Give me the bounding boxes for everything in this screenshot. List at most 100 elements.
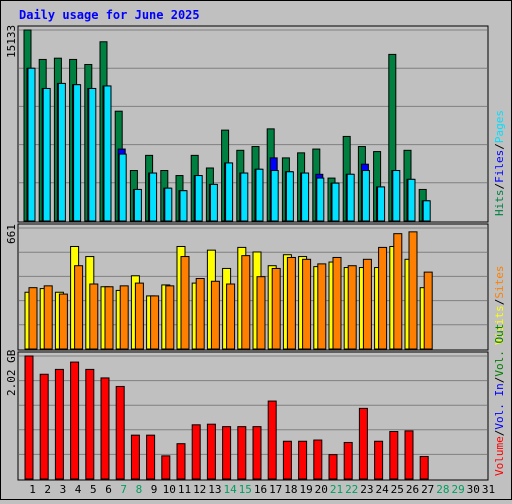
pages-bar [301,172,310,222]
volume-bar [146,434,156,480]
pages-bar [316,177,325,222]
pages-bar [422,200,431,222]
sites-bar [28,287,38,350]
x-tick-label: 3 [60,483,67,496]
pages-bar [88,87,97,222]
volume-bar [176,443,186,480]
sites-bar [119,285,129,350]
pages-bar [392,170,401,222]
sites-bar [302,258,312,350]
pages-bar [407,178,416,222]
volume-bar [343,441,353,480]
pages-bar [27,67,36,222]
x-tick-label: 4 [75,483,82,496]
hits-ymax-label: 15133 [5,25,18,58]
pages-bar [118,153,127,222]
sites-bar [241,255,251,350]
sites-bar [347,265,357,350]
x-tick-label: 9 [151,483,158,496]
pages-bar [164,187,173,222]
sites-bar [393,233,403,350]
pages-bar [179,190,188,222]
sites-bar [180,256,190,350]
sites-bar [210,280,220,350]
x-tick-label: 7 [120,483,127,496]
sites-bar [286,256,296,350]
pages-bar [346,173,355,222]
x-tick-label: 17 [269,483,282,496]
volume-bar [328,454,338,480]
x-tick-label: 25 [391,483,404,496]
pages-bar [103,85,112,222]
sites-bar [150,295,160,350]
pages-bar [73,84,82,222]
x-tick-label: 6 [105,483,112,496]
x-tick-label: 16 [254,483,267,496]
volume-bar [85,368,95,480]
sites-bar [362,258,372,350]
volume-bar [358,407,368,480]
x-tick-label: 1 [29,483,36,496]
volume-panel-frame [17,351,489,481]
volume-bar [70,361,80,480]
pages-bar [377,186,386,222]
sites-bar [317,263,327,350]
volume-bar [130,434,140,480]
pages-bar [57,82,66,222]
pages-bar [255,168,264,222]
x-axis-labels: 1 2 3 4 5 6 7 8 9 10 11 12 13 14 15 16 17 18 19 20 21 22 23 24 2… [29,483,495,496]
x-tick-label: 18 [284,483,297,496]
x-tick-label: 21 [330,483,343,496]
sites-bar [256,276,266,350]
pages-bar [361,170,370,222]
sites-bar [271,267,281,350]
x-tick-label: 12 [193,483,206,496]
x-tick-label: 10 [163,483,176,496]
volume-bar [24,355,34,480]
sites-bar [378,246,388,350]
pages-bar [42,87,51,222]
pages-bar [149,172,158,222]
sites-bar [165,285,175,350]
volume-bar [161,455,171,480]
visits-ymax-label: 661 [5,224,18,244]
x-tick-label: 14 [223,483,237,496]
x-tick-label: 11 [178,483,191,496]
volume-bar [115,385,125,480]
sites-bar [134,282,144,350]
bar-marks [23,29,433,480]
sites-bar [74,265,84,350]
pages-bar [240,172,249,222]
x-tick-label: 13 [208,483,221,496]
chart-title: Daily usage for June 2025 [19,8,200,22]
x-tick-label: 29 [451,483,464,496]
hits-files-pages-legend: Hits/Files/Pages [493,110,506,216]
visits-panel-frame [17,223,489,351]
volume-bar [54,368,64,480]
volume-bar [222,426,232,480]
volume-bar [404,430,414,480]
pages-bar [331,182,340,222]
pages-bar [270,170,279,222]
visits-sites-legend: Visits/Sites [493,266,506,346]
volume-bar [206,423,216,480]
x-tick-label: 27 [421,483,434,496]
x-tick-label: 2 [44,483,51,496]
x-tick-label: 30 [467,483,480,496]
x-tick-label: 26 [406,483,419,496]
volume-ymax-label: 2.02 GB [5,349,18,396]
x-tick-label: 15 [239,483,252,496]
legends: Hits/Files/Pages Visits/SitesVolume/Vol. … [493,110,506,476]
volume-bar [389,431,399,480]
volume-bar [100,377,110,480]
volume-bar [252,426,262,480]
x-tick-label: 5 [90,483,97,496]
volume-bar [419,455,429,480]
sites-bar [58,293,68,350]
pages-bar [225,162,234,222]
sites-bar [195,278,205,350]
volume-bar [237,426,247,480]
pages-bar [194,175,203,222]
